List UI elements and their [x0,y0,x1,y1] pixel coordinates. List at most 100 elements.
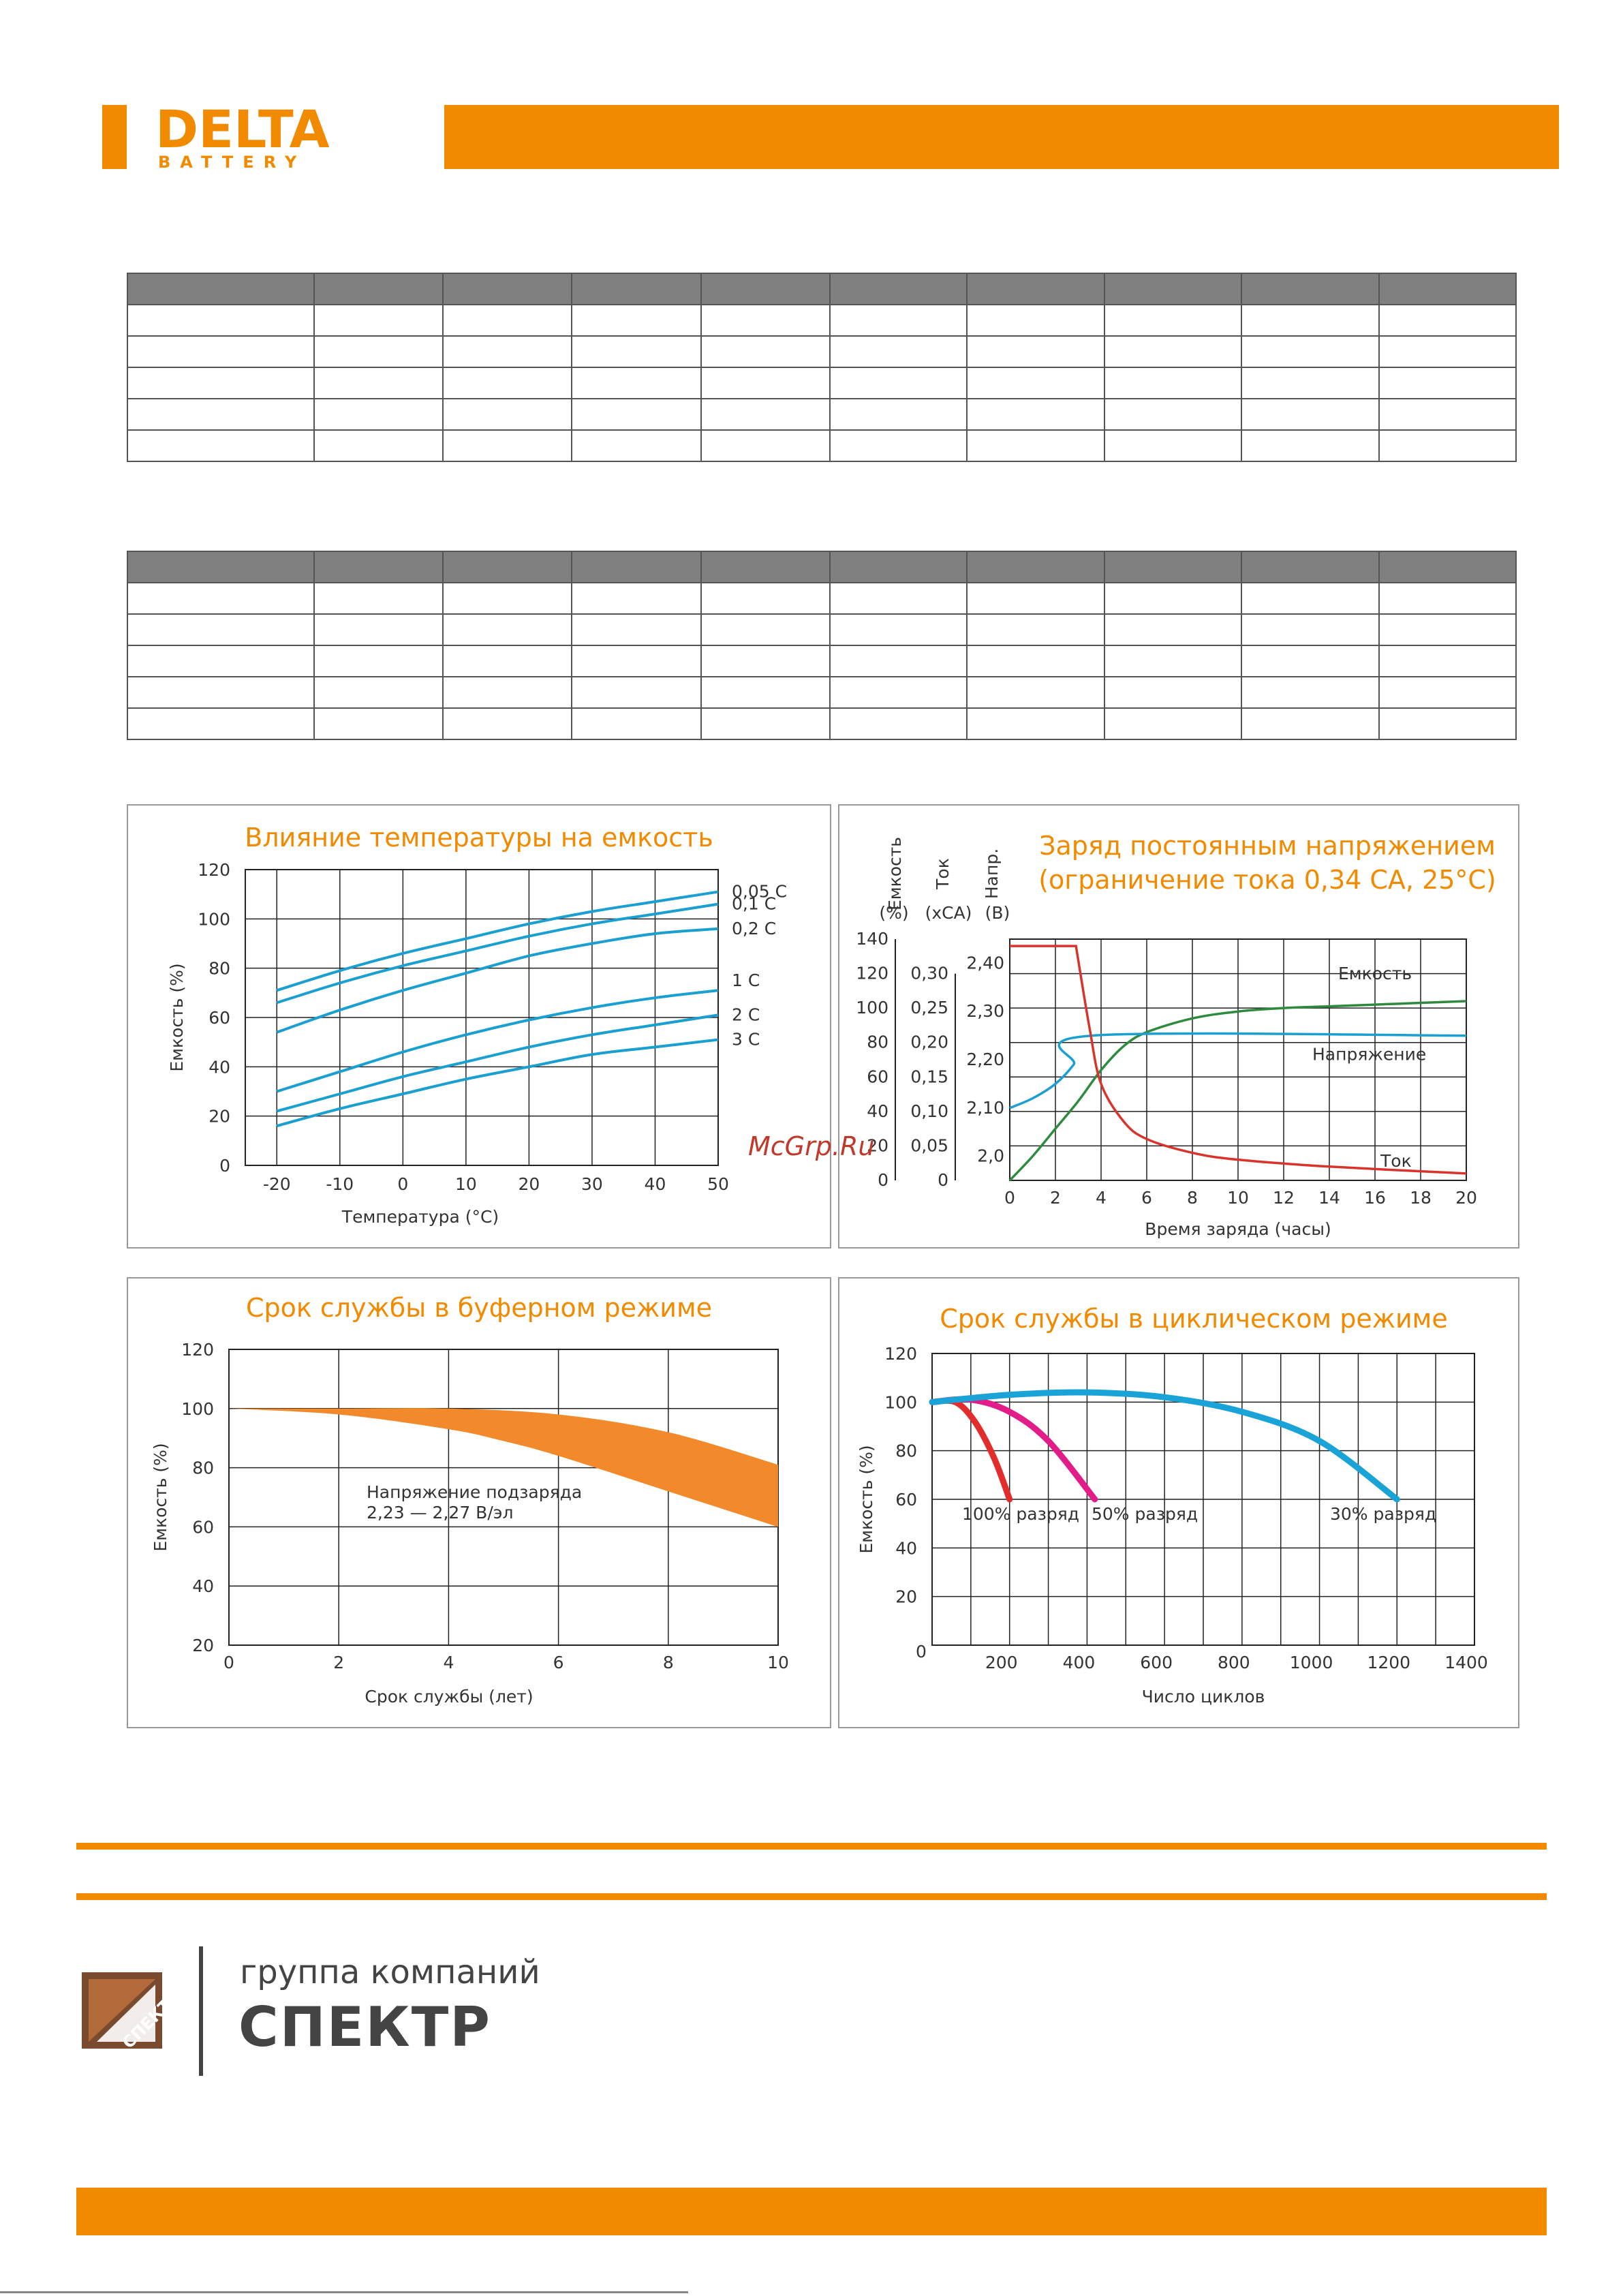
table-cell [1241,367,1380,399]
table-cell [829,429,968,462]
series-line [1009,1032,1467,1109]
series-line [276,989,719,1093]
x-tick-label: 10 [1227,1188,1249,1208]
table-cell [1378,645,1517,677]
x-tick-label: 10 [767,1653,789,1672]
x-tick-label: 2 [1050,1188,1061,1208]
current-tick-label: 0,05 [910,1135,948,1155]
x-tick-label: 40 [645,1174,666,1194]
table-cell [1378,304,1517,337]
series-label: 1 C [732,970,760,990]
table-cell [1103,551,1243,583]
series-line [276,927,719,1034]
y-tick-label: 60 [208,1008,230,1028]
table-cell [313,676,444,709]
table-cell [313,429,444,462]
y-tick-label: 20 [895,1587,917,1607]
x-tick-label: 8 [1187,1188,1198,1208]
table-cell [966,273,1105,305]
table-cell [571,367,702,399]
table-cell [127,429,315,462]
capacity-tick-label: 20 [867,1135,888,1155]
table-cell [313,367,444,399]
table-cell [313,335,444,368]
x-tick-label: 1200 [1367,1653,1410,1672]
table-cell [1241,645,1380,677]
footer-divider [199,1946,203,2076]
table-cell [442,335,573,368]
x-tick-label: 400 [1063,1653,1096,1672]
series-label: 0,2 C [732,919,776,938]
table-cell [571,582,702,615]
footer-rule-bottom [76,1893,1547,1900]
chart-title: Срок службы в циклическом режиме [940,1304,1447,1334]
table-cell [700,551,831,583]
table-cell [127,273,315,305]
x-tick-label: 0 [397,1174,408,1194]
chart-float-service-life: Срок службы в буферном режиме 0 2 4 6 8 10 20 40… [151,1293,789,1706]
table-cell [442,398,573,431]
chart-subtitle: (ограничение тока 0,34 CA, 25°C) [1038,865,1496,895]
table-cell [966,645,1105,677]
chart-title: Срок службы в буферном режиме [246,1293,712,1323]
x-tick-label: 4 [1096,1188,1107,1208]
chart-panel-charge: Заряд постоянным напряжением (ограничение… [838,804,1519,1249]
series-label: Ток [1380,1151,1412,1171]
table-cell [1103,335,1243,368]
table-cell [127,645,315,677]
capacity-tick-label: 120 [856,964,888,983]
table-cell [313,273,444,305]
voltage-tick-label: 2,20 [966,1050,1004,1069]
y-tick-label: 0 [219,1156,230,1176]
logo-main-text: DELTA [155,102,330,159]
x-tick-label: 2 [333,1653,344,1672]
table-cell [829,582,968,615]
current-tick-label: 0,15 [910,1067,948,1086]
table-header-row [127,273,1517,305]
table-row [127,707,1517,740]
table-cell [1103,398,1243,431]
voltage-tick-label: 2,40 [966,953,1004,973]
chart-title: Заряд постоянным напряжением [1039,831,1496,861]
table-cell [1378,398,1517,431]
capacity-tick-label: 100 [856,998,888,1017]
series-label: 30% разряд [1330,1504,1436,1524]
axis-unit: (B) [985,903,1010,923]
life-band-area [229,1408,778,1527]
x-tick-label: 12 [1273,1188,1295,1208]
table-cell [571,645,702,677]
table-cell [966,582,1105,615]
x-tick-label: 10 [455,1174,477,1194]
x-tick-label: 1400 [1444,1653,1488,1672]
y-tick-label: 40 [208,1057,230,1077]
chart-title: Влияние температуры на емкость [245,823,713,853]
table-cell [571,676,702,709]
table-cell [1103,273,1243,305]
x-tick-label: 6 [1141,1188,1152,1208]
table-row [127,304,1517,337]
table-cell [127,335,315,368]
spektr-logo-icon: СПЕКТР [82,1972,165,2051]
table-cell [571,273,702,305]
y-tick-label: 100 [181,1399,214,1419]
y-tick-label: 60 [192,1517,214,1537]
table-cell [127,551,315,583]
x-tick-label: 8 [663,1653,674,1672]
table-row [127,613,1517,646]
x-tick-label: 14 [1318,1188,1340,1208]
axis-header: Напр. [982,848,1002,899]
capacity-tick-label: 0 [878,1170,888,1190]
table-cell [1241,398,1380,431]
x-axis-label: Время заряда (часы) [1145,1219,1331,1239]
table-cell [313,582,444,615]
series-label: 3 C [732,1030,760,1050]
table-cell [571,335,702,368]
table-cell [442,367,573,399]
table-cell [700,645,831,677]
table-cell [966,707,1105,740]
x-tick-label: 1000 [1290,1653,1333,1672]
table-cell [1378,429,1517,462]
x-tick-label: 50 [707,1174,729,1194]
table-cell [1241,304,1380,337]
